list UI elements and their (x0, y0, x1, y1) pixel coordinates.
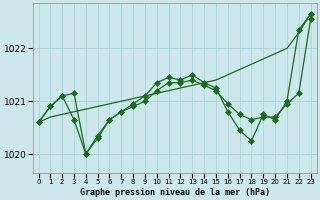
X-axis label: Graphe pression niveau de la mer (hPa): Graphe pression niveau de la mer (hPa) (80, 188, 269, 197)
